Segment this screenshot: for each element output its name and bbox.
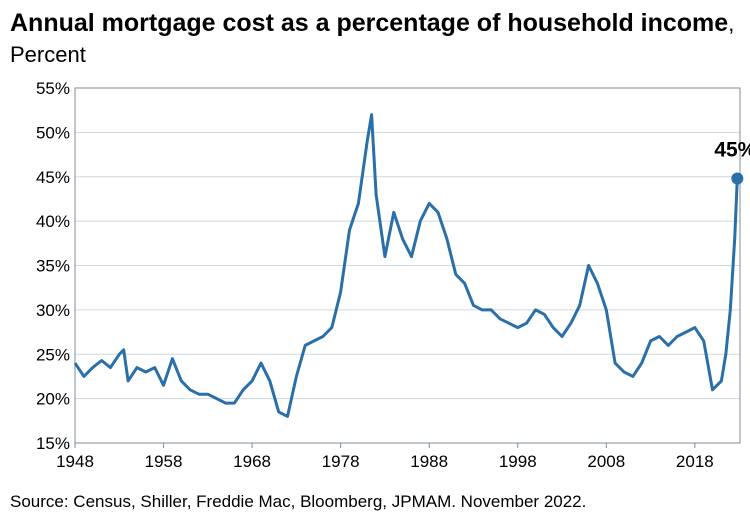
x-tick-label: 1958 xyxy=(145,452,183,471)
series-line xyxy=(73,113,739,418)
y-tick-label: 25% xyxy=(36,345,70,364)
chart-title-main: Annual mortgage cost as a percentage of … xyxy=(10,9,729,37)
x-tick-label: 2018 xyxy=(676,452,714,471)
y-tick-label: 55% xyxy=(36,79,70,98)
x-tick-label: 1948 xyxy=(56,452,94,471)
x-tick-label: 1998 xyxy=(499,452,537,471)
end-point-label: 45% xyxy=(714,139,750,162)
source-note: Source: Census, Shiller, Freddie Mac, Bl… xyxy=(10,492,587,511)
y-tick-label: 30% xyxy=(36,301,70,320)
grid-layer xyxy=(75,87,740,444)
y-tick-label: 35% xyxy=(36,257,70,276)
chart-title: Annual mortgage cost as a percentage of … xyxy=(10,8,740,70)
x-tick-label: 1978 xyxy=(322,452,360,471)
y-tick-label: 45% xyxy=(36,168,70,187)
x-tick-label: 2008 xyxy=(587,452,625,471)
x-tick-label: 1968 xyxy=(233,452,271,471)
y-axis-ticks: 15% 20% 25% 30% 35% 40% 45% 50% 55% xyxy=(36,79,70,453)
x-axis-ticks: 1948 1958 1968 1978 1988 1998 2008 2018 xyxy=(56,443,714,471)
x-tick-label: 1988 xyxy=(410,452,448,471)
y-tick-label: 20% xyxy=(36,390,70,409)
end-point-marker xyxy=(731,172,744,185)
plot-frame xyxy=(74,87,741,444)
y-tick-label: 15% xyxy=(36,434,70,453)
y-tick-label: 40% xyxy=(36,212,70,231)
chart-title-unit: , Percent xyxy=(10,11,735,67)
y-tick-label: 50% xyxy=(36,123,70,142)
